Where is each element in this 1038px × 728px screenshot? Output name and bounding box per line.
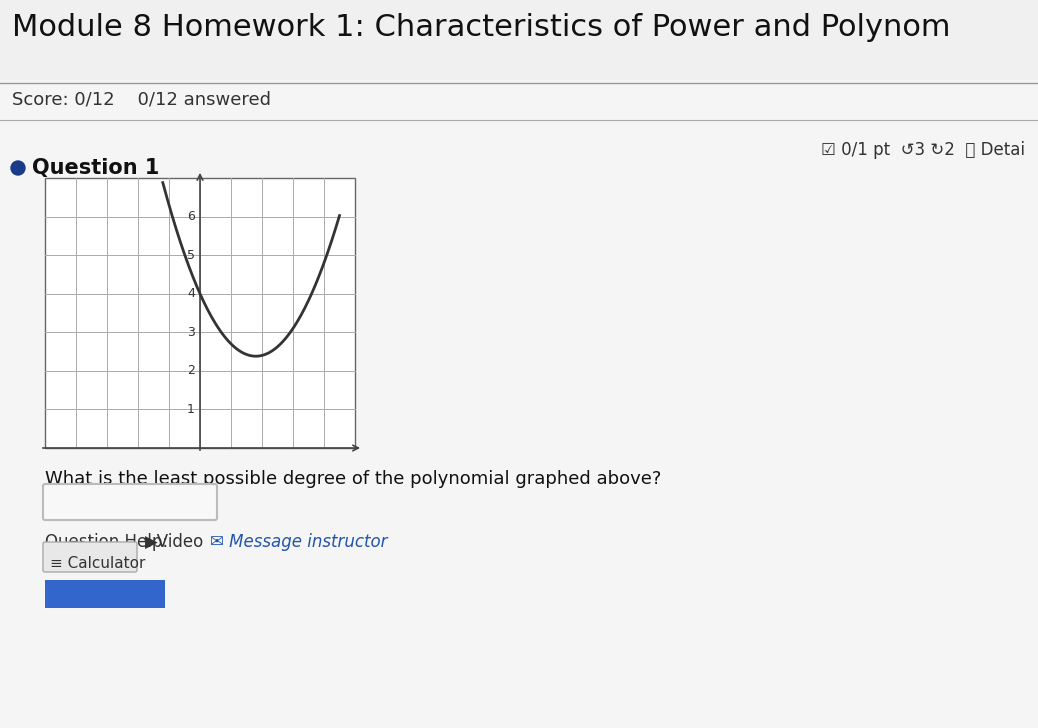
Bar: [45, 178, 355, 448]
Text: Question 1: Question 1: [32, 158, 160, 178]
FancyBboxPatch shape: [43, 484, 217, 520]
Text: 5: 5: [187, 249, 195, 261]
Text: 1: 1: [187, 403, 195, 416]
Bar: [0, 0, 1038, 80]
FancyBboxPatch shape: [43, 542, 137, 572]
Text: 6: 6: [187, 210, 195, 223]
Bar: [45, 580, 165, 608]
Text: ▶Video: ▶Video: [145, 533, 204, 551]
Text: ≡ Calculator: ≡ Calculator: [50, 555, 145, 571]
Text: 4: 4: [187, 288, 195, 300]
Text: 3: 3: [187, 326, 195, 339]
Text: Question Help:: Question Help:: [45, 533, 179, 551]
Text: Module 8 Homework 1: Characteristics of Power and Polynom: Module 8 Homework 1: Characteristics of …: [12, 14, 951, 42]
Text: What is the least possible degree of the polynomial graphed above?: What is the least possible degree of the…: [45, 470, 661, 488]
Text: 2: 2: [187, 364, 195, 377]
Circle shape: [11, 161, 25, 175]
Text: Score: 0/12    0/12 answered: Score: 0/12 0/12 answered: [12, 91, 271, 109]
Text: ☑ 0/1 pt  ↺3 ↻2  ⓘ Detai: ☑ 0/1 pt ↺3 ↻2 ⓘ Detai: [821, 141, 1025, 159]
Text: ✉ Message instructor: ✉ Message instructor: [210, 533, 387, 551]
